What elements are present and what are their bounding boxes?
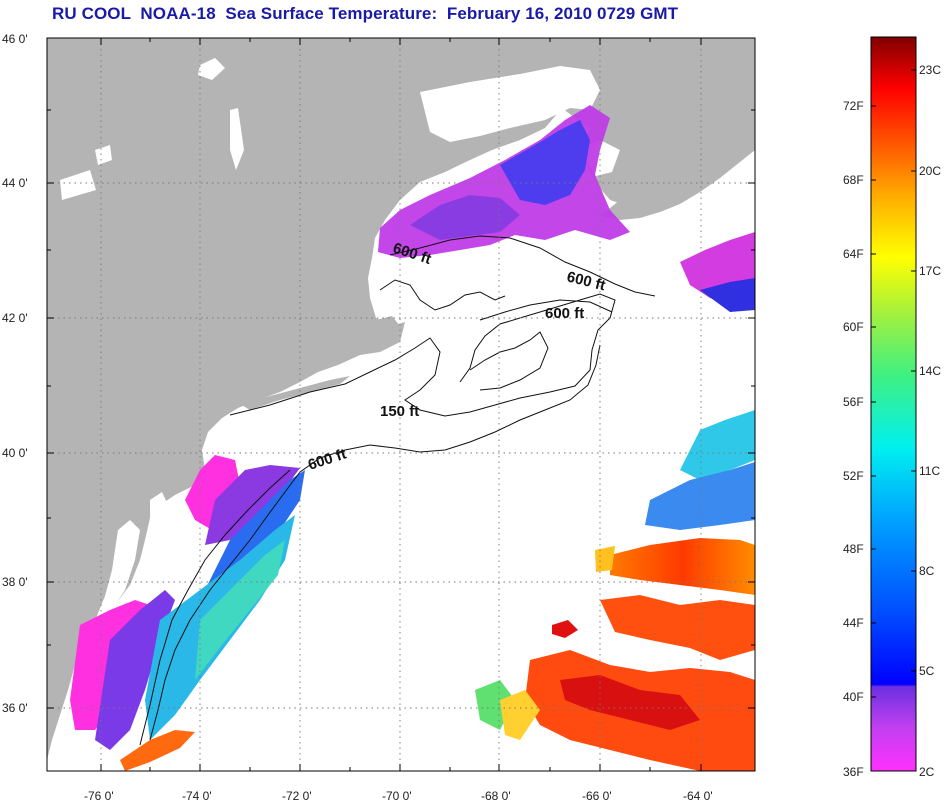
contour-600ft-shelf: [139, 469, 291, 746]
sst-offshore-blue: [645, 462, 755, 530]
land-nova-scotia: [600, 110, 755, 220]
lat-label-42: 42 0': [2, 311, 28, 325]
land-mainland: [47, 38, 755, 760]
sst-gulf-stream-dark: [560, 675, 700, 730]
lat-label-38: 38 0': [2, 575, 28, 589]
sst-hatteras-warm: [120, 730, 195, 771]
lat-label-40: 40 0': [2, 446, 28, 460]
lon-label-70: -70 0': [382, 789, 412, 803]
sst-gulf-stream-north: [610, 538, 755, 595]
gulf-st-lawrence: [420, 66, 600, 142]
lon-label-66: -66 0': [582, 789, 612, 803]
sst-hatteras-green: [195, 540, 285, 680]
lat-label-44: 44 0': [2, 176, 28, 190]
tick-marks: [47, 38, 755, 771]
sst-gulf-stream-yellow: [595, 546, 615, 572]
lat-label-36: 36 0': [2, 701, 28, 715]
lake-2: [230, 108, 244, 170]
delaware-bay: [150, 492, 168, 525]
lon-label-64: -64 0': [683, 789, 713, 803]
contour-150ft: [229, 293, 616, 417]
chesapeake-bay: [96, 520, 140, 630]
contour-label-4: 150 ft: [380, 403, 419, 420]
bathymetry-contours: [139, 235, 656, 746]
lon-label-76: -76 0': [84, 789, 114, 803]
graticule: [47, 38, 755, 771]
sst-scotian-blue: [700, 278, 755, 312]
contour-internal-1: [379, 279, 506, 311]
sst-hatteras-purple: [95, 590, 175, 750]
land-long-island: [240, 376, 350, 410]
contour-label-3: 600 ft: [545, 305, 584, 322]
sst-south-yellow: [500, 690, 540, 740]
lake-1: [198, 58, 225, 80]
contour-600ft-maine: [389, 235, 656, 297]
lat-label-46: 46 0': [2, 32, 28, 46]
contour-600ft-south: [149, 344, 601, 741]
sst-red-patch: [552, 620, 578, 638]
lon-label-72: -72 0': [282, 789, 312, 803]
map-title: RU COOL NOAA-18 Sea Surface Temperature:…: [52, 4, 679, 23]
sst-gulf-of-maine-blue: [500, 120, 590, 205]
lake-3: [95, 145, 112, 165]
lake-4: [60, 170, 96, 200]
lon-label-74: -74 0': [182, 789, 212, 803]
sst-offshore-cyan: [680, 410, 755, 480]
map-frame: [46, 37, 756, 772]
land-cape-cod: [376, 316, 400, 346]
lon-label-68: -68 0': [481, 789, 511, 803]
contour-600ft-georges: [479, 299, 613, 321]
sst-gulf-stream-mid: [600, 595, 755, 660]
sst-gulf-of-maine-purple: [410, 195, 520, 240]
contour-internal-2: [469, 331, 549, 391]
